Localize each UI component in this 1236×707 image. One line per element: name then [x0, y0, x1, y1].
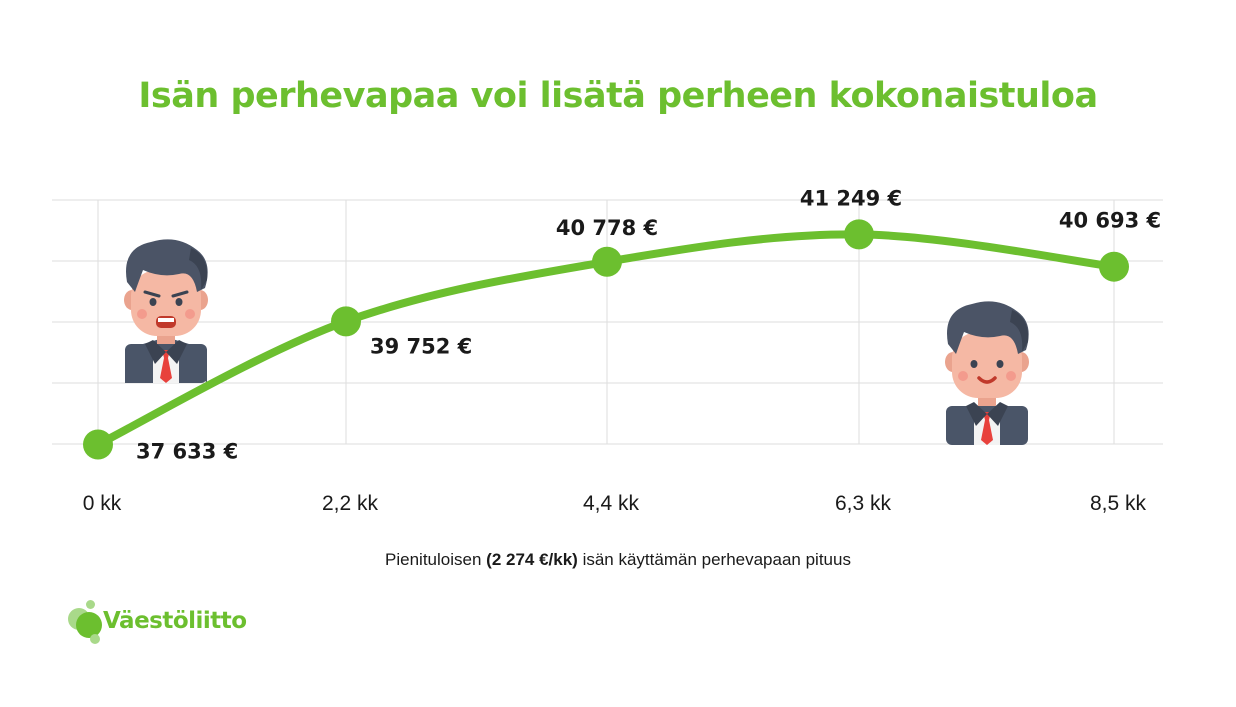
logo-text: Väestöliitto — [103, 608, 247, 634]
x-tick-label-4: 8,5 kk — [1090, 492, 1147, 515]
x-tick-label-3: 6,3 kk — [835, 492, 892, 515]
data-point-1 — [331, 306, 361, 337]
chart-title: Isän perhevapaa voi lisätä perheen kokon… — [138, 76, 1098, 116]
x-axis-label: Pienituloisen (2 274 €/kk) isän käyttämä… — [385, 550, 851, 569]
data-point-0 — [83, 429, 113, 460]
x-tick-label-1: 2,2 kk — [322, 492, 379, 515]
data-labels: 37 633 € 39 752 € 40 778 € 41 249 € 40 693 € — [136, 186, 1161, 463]
data-label-4: 40 693 € — [1059, 209, 1161, 233]
data-label-1: 39 752 € — [370, 334, 472, 358]
data-label-0: 37 633 € — [136, 439, 238, 463]
data-point-3 — [844, 219, 874, 250]
x-tick-label-0: 0 kk — [83, 492, 122, 515]
worried-man-icon — [124, 239, 208, 383]
x-tick-label-2: 4,4 kk — [583, 492, 640, 515]
data-point-2 — [592, 246, 622, 277]
x-tick-labels: 0 kk 2,2 kk 4,4 kk 6,3 kk 8,5 kk — [83, 492, 1147, 515]
data-label-3: 41 249 € — [800, 186, 902, 210]
data-point-4 — [1099, 251, 1129, 282]
smiling-man-icon — [945, 301, 1029, 445]
vaestoliitto-logo: Väestöliitto — [68, 600, 268, 648]
data-label-2: 40 778 € — [556, 216, 658, 240]
data-points — [83, 219, 1129, 460]
